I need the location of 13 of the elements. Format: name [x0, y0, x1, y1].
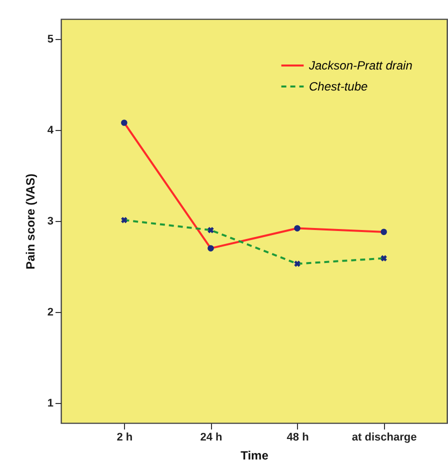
y-axis-title: Pain score (VAS)	[23, 174, 38, 270]
legend-label: Jackson-Pratt drain	[308, 58, 413, 72]
x-tick-label: 24 h	[200, 432, 223, 444]
legend-label: Chest-tube	[309, 80, 368, 94]
y-tick-label: 1	[47, 397, 54, 410]
x-tick-label: 2 h	[116, 432, 133, 444]
y-tick-label: 2	[47, 306, 54, 318]
y-tick-label: 4	[47, 124, 54, 137]
y-tick-label: 5	[47, 34, 54, 46]
x-tick-label: 48 h	[286, 432, 310, 444]
x-axis-title: Time	[240, 448, 269, 462]
y-tick-label: 3	[47, 216, 54, 228]
x-tick-label: at discharge	[352, 432, 417, 444]
